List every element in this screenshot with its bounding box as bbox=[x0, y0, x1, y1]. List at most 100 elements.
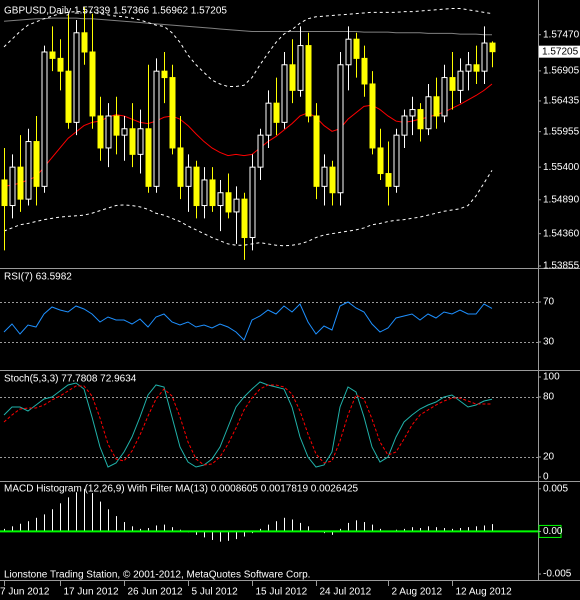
histogram-bar bbox=[124, 522, 125, 532]
candle-body bbox=[289, 64, 296, 91]
candle-body bbox=[457, 70, 464, 91]
y-tick-label: 30 bbox=[543, 337, 555, 348]
candle-body bbox=[161, 70, 168, 79]
candle-body bbox=[441, 77, 448, 117]
histogram-bar bbox=[204, 531, 205, 538]
candle-body bbox=[265, 102, 272, 136]
candle-body bbox=[129, 128, 136, 155]
histogram-bar bbox=[412, 527, 413, 532]
candle-body bbox=[1, 179, 8, 207]
histogram-bar bbox=[4, 528, 5, 532]
candle-body bbox=[73, 32, 80, 123]
histogram-bar bbox=[444, 528, 445, 532]
histogram-bar bbox=[300, 522, 301, 532]
histogram-bar bbox=[92, 493, 93, 532]
x-tick-label: 17 Jun 2012 bbox=[64, 587, 119, 598]
y-tick-label: 1.55400 bbox=[543, 162, 580, 173]
histogram-bar bbox=[420, 528, 421, 532]
candle-body bbox=[193, 166, 200, 207]
candle-body bbox=[137, 128, 144, 155]
candle-body bbox=[425, 96, 432, 130]
candle-body bbox=[17, 166, 24, 200]
histogram-bar bbox=[140, 528, 141, 532]
histogram-bar bbox=[60, 503, 61, 532]
histogram-bar bbox=[356, 520, 357, 532]
y-tick-label: 1.54890 bbox=[543, 194, 580, 205]
pane-title: MACD Histogram (12,26,9) With Filter MA(… bbox=[4, 484, 359, 495]
y-tick-label: 1.56435 bbox=[543, 96, 580, 107]
candle-body bbox=[345, 38, 352, 66]
candle-body bbox=[369, 83, 376, 149]
histogram-bar bbox=[196, 531, 197, 535]
histogram-bar bbox=[476, 526, 477, 532]
pane-title: RSI(7) 63.5982 bbox=[4, 272, 72, 283]
candle-body bbox=[97, 115, 104, 149]
y-tick-label: 1.57470 bbox=[543, 29, 580, 40]
histogram-bar bbox=[172, 527, 173, 532]
current-price-box bbox=[539, 45, 580, 58]
x-tick-label: 24 Jul 2012 bbox=[320, 587, 372, 598]
candle-body bbox=[241, 198, 248, 239]
x-tick-label: 26 Jun 2012 bbox=[128, 587, 183, 598]
histogram-bar bbox=[132, 526, 133, 532]
histogram-bar bbox=[260, 528, 261, 532]
candle-body bbox=[113, 115, 120, 136]
histogram-bar bbox=[468, 527, 469, 532]
candle-body bbox=[153, 70, 160, 187]
histogram-bar bbox=[268, 524, 269, 532]
histogram-bar bbox=[36, 517, 37, 532]
candle-body bbox=[401, 115, 408, 136]
candle-body bbox=[233, 198, 240, 213]
histogram-bar bbox=[284, 517, 285, 532]
overlay-line bbox=[3, 170, 493, 247]
candle-body bbox=[281, 64, 288, 123]
histogram-bar bbox=[220, 531, 221, 542]
histogram-bar bbox=[108, 509, 109, 532]
y-tick-label: 100 bbox=[543, 372, 560, 383]
y-tick-label: 0.00 bbox=[543, 526, 563, 537]
candle-body bbox=[65, 70, 72, 123]
candle-body bbox=[433, 96, 440, 117]
candle-body bbox=[105, 115, 112, 149]
y-tick-label: 1.55955 bbox=[543, 126, 580, 137]
candle-body bbox=[353, 38, 360, 59]
histogram-bar bbox=[68, 497, 69, 532]
histogram-bar bbox=[276, 521, 277, 532]
histogram-bar bbox=[484, 525, 485, 532]
candle-body bbox=[385, 173, 392, 187]
indicator-line bbox=[3, 381, 493, 468]
histogram-bar bbox=[348, 522, 349, 532]
candle-body bbox=[377, 147, 384, 175]
histogram-bar bbox=[28, 521, 29, 532]
candle-body bbox=[313, 115, 320, 187]
candle-body bbox=[201, 179, 208, 207]
candle-body bbox=[169, 77, 176, 149]
candle-body bbox=[393, 134, 400, 187]
candle-body bbox=[81, 32, 88, 53]
candle-body bbox=[9, 166, 16, 207]
x-tick-label: 2 Aug 2012 bbox=[392, 587, 443, 598]
candle-body bbox=[217, 192, 224, 207]
histogram-bar bbox=[44, 514, 45, 532]
candle-body bbox=[89, 51, 96, 117]
histogram-bar bbox=[428, 526, 429, 532]
indicator-line bbox=[3, 384, 493, 466]
candle-body bbox=[321, 166, 328, 187]
x-tick-label: 15 Jul 2012 bbox=[256, 587, 308, 598]
histogram-bar bbox=[52, 509, 53, 532]
histogram-bar bbox=[164, 524, 165, 532]
histogram-bar bbox=[116, 516, 117, 532]
overlay-line bbox=[3, 83, 493, 187]
pane-title: Stoch(5,3,3) 77.7808 72.9634 bbox=[4, 374, 137, 385]
histogram-bar bbox=[292, 519, 293, 532]
candle-body bbox=[489, 42, 496, 53]
histogram-bar bbox=[340, 528, 341, 532]
histogram-bar bbox=[244, 531, 245, 537]
histogram-bar bbox=[460, 528, 461, 532]
pane-title: GBPUSD,Daily 1.57339 1.57366 1.56962 1.5… bbox=[4, 6, 227, 17]
candle-body bbox=[465, 64, 472, 72]
candle-body bbox=[25, 141, 32, 200]
candle-body bbox=[33, 141, 40, 187]
candle-body bbox=[41, 51, 48, 187]
histogram-bar bbox=[156, 525, 157, 532]
